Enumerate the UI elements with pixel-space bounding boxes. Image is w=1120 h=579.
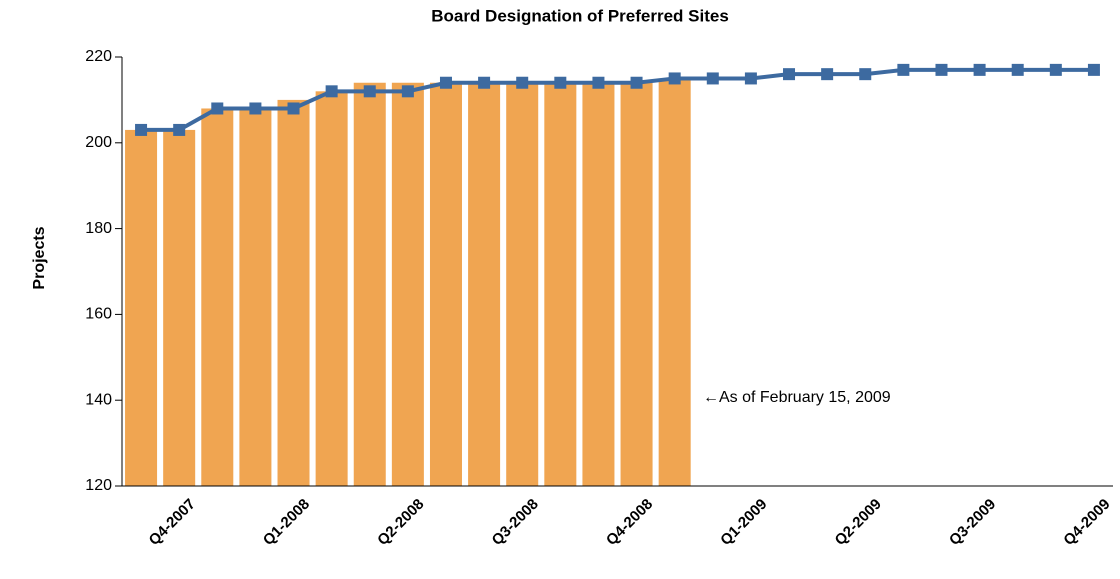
y-tick-label: 200 (85, 134, 112, 151)
y-tick-label: 140 (85, 391, 112, 408)
x-tick-label: Q1-2008 (260, 496, 313, 549)
bar (201, 108, 234, 486)
bar (582, 82, 615, 487)
bar (506, 82, 539, 487)
x-tick-label: Q1-2009 (717, 496, 770, 549)
x-tick-label: Q4-2007 (146, 496, 199, 549)
bar (315, 91, 348, 486)
line-marker (973, 63, 986, 76)
y-tick-label: 120 (85, 477, 112, 494)
line (141, 67, 1094, 132)
chart-title: Board Designation of Preferred Sites (431, 6, 729, 25)
line-marker (1087, 63, 1100, 76)
y-tick-label: 160 (85, 306, 112, 323)
line-marker (439, 76, 452, 89)
line-marker (287, 102, 300, 115)
bar (429, 82, 462, 487)
bar (620, 82, 653, 487)
x-tick-label: Q3-2008 (489, 496, 542, 549)
bar (239, 108, 272, 486)
x-tick-label: Q3-2009 (946, 496, 999, 549)
x-tick-label: Q2-2008 (374, 496, 427, 549)
y-axis-label: Projects (31, 226, 48, 289)
bar (163, 129, 196, 486)
line-marker (630, 76, 643, 89)
annotation: ←As of February 15, 2009 (703, 389, 891, 406)
line-marker (592, 76, 605, 89)
line-marker (1011, 63, 1024, 76)
bar (391, 82, 424, 487)
y-tick-label: 180 (85, 220, 112, 237)
line-marker (401, 85, 414, 98)
line-marker (325, 85, 338, 98)
line-marker (173, 123, 186, 136)
x-tick-label: Q2-2009 (832, 496, 885, 549)
line-marker (783, 68, 796, 81)
bar (125, 129, 158, 486)
line-marker (135, 123, 148, 136)
line-marker (1049, 63, 1062, 76)
line-marker (363, 85, 376, 98)
x-tick-label: Q4-2009 (1060, 496, 1113, 549)
line-marker (859, 68, 872, 81)
bar (468, 82, 501, 487)
x-tick-label: Q4-2008 (603, 496, 656, 549)
line-marker (668, 72, 681, 85)
line-marker (554, 76, 567, 89)
line-marker (935, 63, 948, 76)
bar (658, 78, 691, 486)
line-marker (821, 68, 834, 81)
line-marker (516, 76, 529, 89)
bar (544, 82, 577, 487)
line-marker (211, 102, 224, 115)
line-marker (897, 63, 910, 76)
y-tick-label: 220 (85, 48, 112, 65)
line-marker (478, 76, 491, 89)
line-marker (249, 102, 262, 115)
bar (353, 82, 386, 487)
line-marker (706, 72, 719, 85)
bar (277, 99, 310, 487)
line-marker (744, 72, 757, 85)
